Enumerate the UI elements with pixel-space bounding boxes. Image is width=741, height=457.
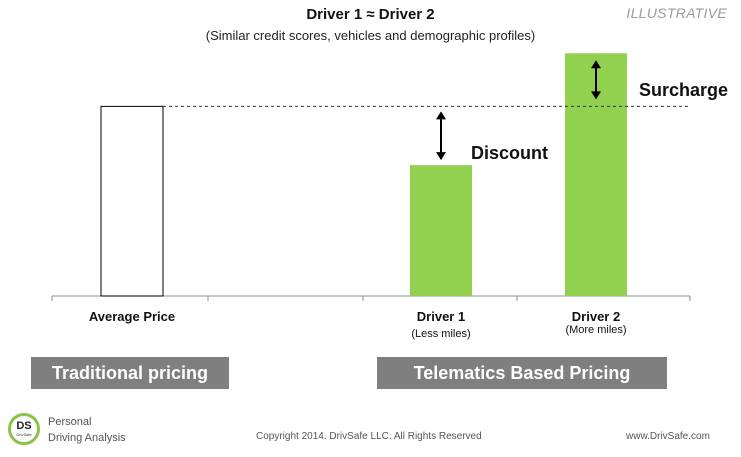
bar-average-price (100, 105, 164, 297)
copyright-text: Copyright 2014. DrivSafe LLC. All Rights… (256, 431, 482, 442)
website-link[interactable]: www.DrivSafe.com (626, 431, 710, 442)
brand-line-1: Personal (48, 416, 92, 428)
discount-label: Discount (471, 143, 549, 163)
illustrative-tag: ILLUSTRATIVE (626, 5, 727, 21)
category-sublabel-driver-2: (More miles) (565, 324, 627, 336)
logo-text: DS (16, 420, 32, 432)
logo-subtext: DrivSafe (16, 432, 32, 437)
chart-subtitle: (Similar credit scores, vehicles and dem… (205, 28, 536, 43)
category-label-driver-1: Driver 1 (416, 309, 466, 324)
category-label-driver-2: Driver 2 (571, 309, 621, 324)
chart-title: Driver 1 ≈ Driver 2 (306, 6, 435, 23)
brand-line-2: Driving Analysis (48, 432, 126, 444)
surcharge-arrow (591, 60, 601, 100)
category-label-average-price: Average Price (88, 309, 176, 324)
discount-arrow (436, 111, 446, 161)
drivsafe-logo: DS DrivSafe (8, 413, 40, 445)
traditional-pricing-box: Traditional pricing (31, 357, 229, 389)
category-sublabel-driver-1: (Less miles) (411, 328, 471, 340)
bar-driver-1 (410, 165, 472, 296)
telematics-pricing-box: Telematics Based Pricing (377, 357, 667, 389)
surcharge-label: Surcharge (639, 80, 729, 100)
